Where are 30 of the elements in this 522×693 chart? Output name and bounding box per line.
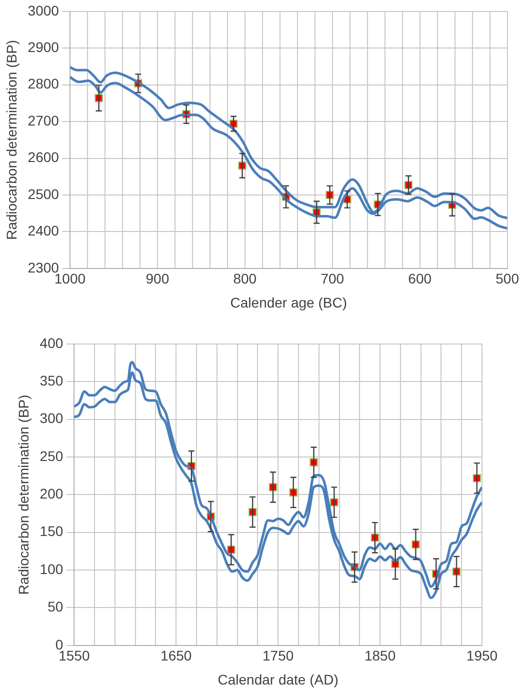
- y-tick-label: 300: [40, 410, 64, 426]
- y-tick-label: 350: [40, 372, 64, 389]
- y-tick-label: 400: [40, 334, 64, 351]
- y-tick-label: 2800: [28, 76, 60, 92]
- y-tick-label: 100: [40, 560, 64, 577]
- x-tick-label: 800: [233, 270, 257, 287]
- x-axis-title: Calender age (BC): [230, 294, 347, 310]
- y-axis-title: Radiocarbon determination (BP): [15, 394, 32, 595]
- y-tick-label: 2500: [28, 186, 60, 202]
- x-tick-label: 600: [408, 270, 432, 287]
- x-axis-title: Calendar date (AD): [218, 671, 338, 688]
- x-tick-label: 500: [496, 270, 520, 287]
- x-tick-label: 1850: [364, 648, 396, 664]
- y-tick-label: 150: [40, 523, 64, 540]
- y-tick-label: 2600: [28, 149, 60, 166]
- x-tick-label: 900: [146, 270, 170, 287]
- y-tick-label: 2700: [28, 112, 60, 128]
- y-tick-label: 2900: [28, 38, 60, 55]
- y-tick-label: 250: [40, 448, 64, 464]
- y-tick-label: 2300: [28, 259, 60, 276]
- x-tick-label: 1650: [160, 648, 192, 664]
- x-tick-label: 1950: [466, 648, 498, 664]
- y-tick-label: 0: [55, 636, 64, 652]
- x-tick-label: 1750: [262, 648, 294, 664]
- y-tick-label: 2400: [28, 222, 60, 239]
- y-tick-label: 3000: [28, 2, 60, 18]
- y-tick-label: 50: [48, 598, 64, 615]
- y-axis-title: Radiocarbon determination (BP): [3, 40, 20, 240]
- x-tick-label: 700: [320, 270, 344, 287]
- y-tick-label: 200: [40, 486, 64, 502]
